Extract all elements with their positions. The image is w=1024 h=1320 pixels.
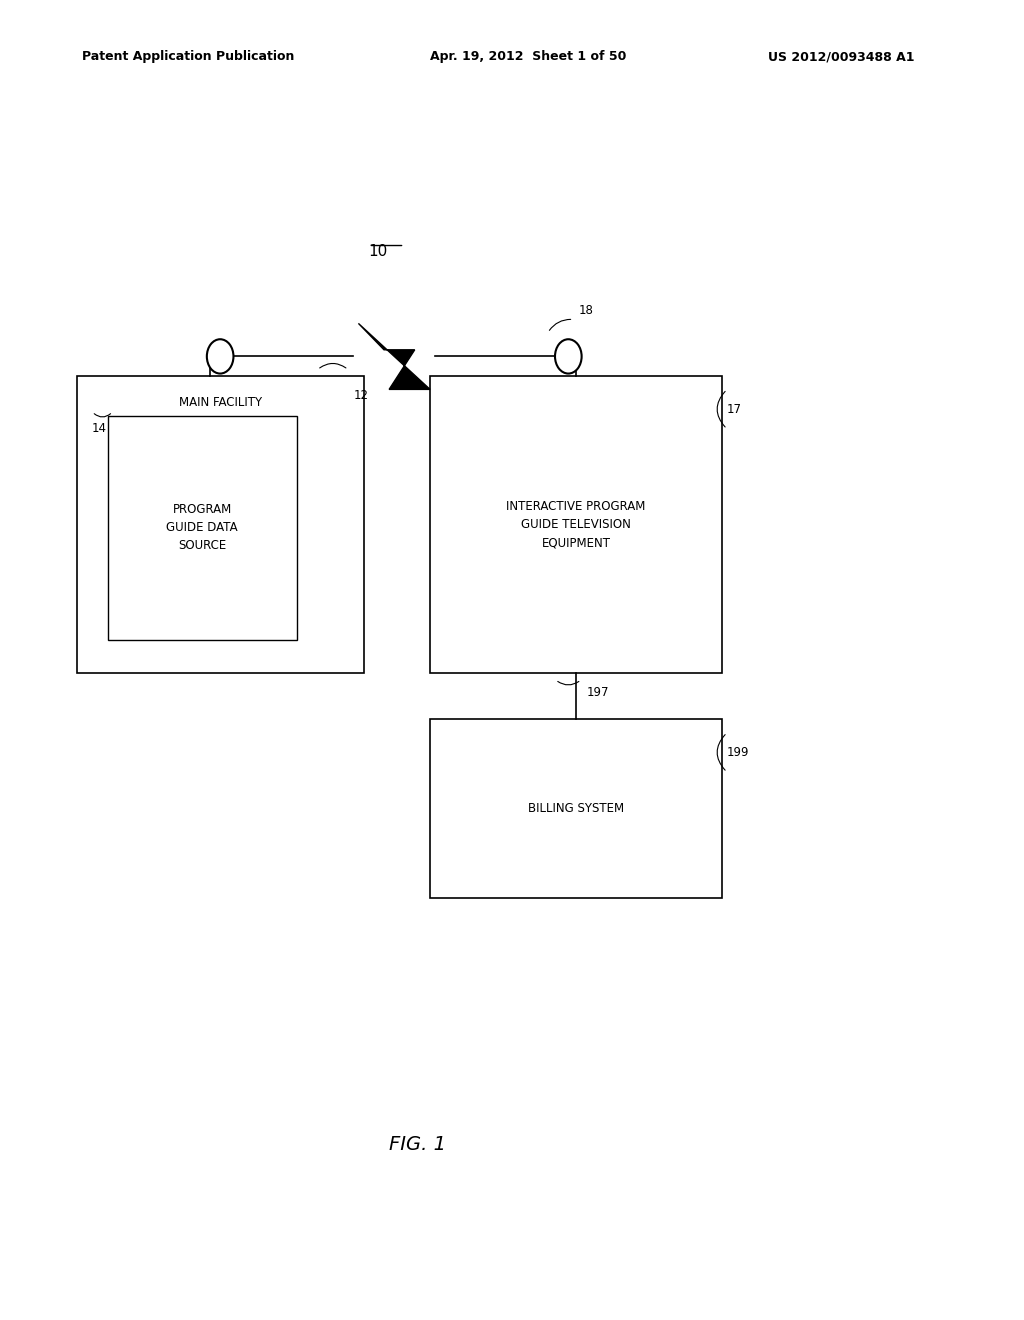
Polygon shape [358,323,430,389]
Text: INTERACTIVE PROGRAM
GUIDE TELEVISION
EQUIPMENT: INTERACTIVE PROGRAM GUIDE TELEVISION EQU… [506,500,646,549]
Text: PROGRAM
GUIDE DATA
SOURCE: PROGRAM GUIDE DATA SOURCE [167,503,238,553]
Text: 10: 10 [369,244,388,259]
Text: Apr. 19, 2012  Sheet 1 of 50: Apr. 19, 2012 Sheet 1 of 50 [430,50,627,63]
Circle shape [555,339,582,374]
Text: 199: 199 [727,746,750,759]
Text: US 2012/0093488 A1: US 2012/0093488 A1 [768,50,914,63]
Bar [77,376,364,673]
Bar [430,376,722,673]
Text: 14: 14 [92,422,108,436]
Text: 12: 12 [353,389,369,403]
Circle shape [207,339,233,374]
Text: Patent Application Publication: Patent Application Publication [82,50,294,63]
Text: 17: 17 [727,403,742,416]
Text: 18: 18 [579,304,594,317]
Text: 197: 197 [586,686,608,700]
Text: BILLING SYSTEM: BILLING SYSTEM [528,803,624,814]
Bar [108,416,297,640]
Text: MAIN FACILITY: MAIN FACILITY [178,396,262,409]
Bar [430,719,722,898]
Text: FIG. 1: FIG. 1 [389,1135,446,1154]
